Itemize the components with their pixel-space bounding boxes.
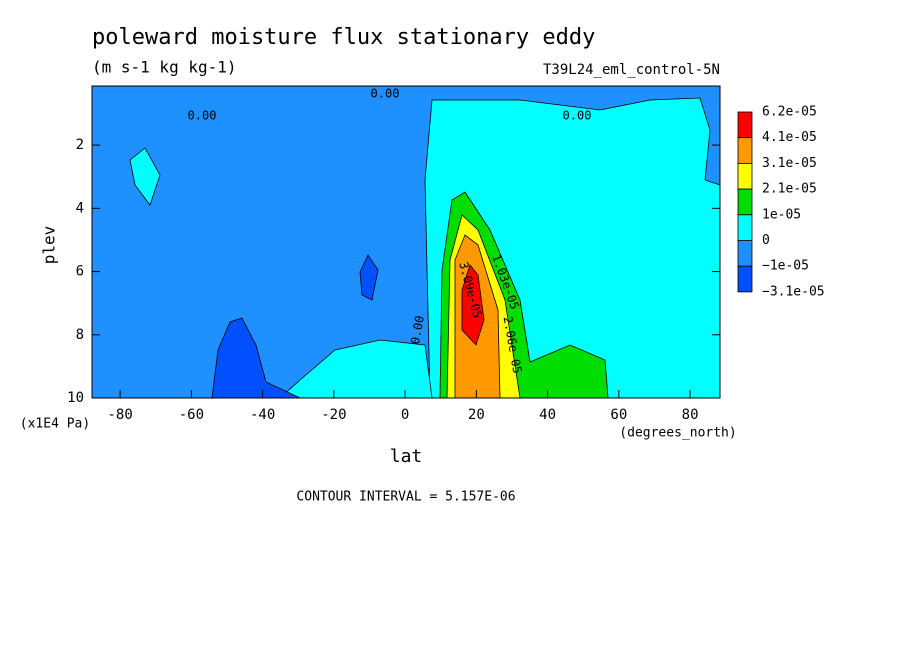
- chart-title: poleward moisture flux stationary eddy: [92, 25, 595, 50]
- colorbar-label: −1e-05: [762, 259, 809, 274]
- contour-label: 0.00: [371, 87, 400, 101]
- x-tick-label: 0: [401, 407, 409, 423]
- colorbar-box: [737, 162, 753, 190]
- chart-subtitle: (m s-1 kg kg-1): [92, 58, 237, 77]
- y-tick-label: 8: [76, 327, 84, 343]
- contour-fill: [211, 317, 301, 399]
- colorbar-label: −3.1e-05: [762, 284, 825, 299]
- colorbar-label: 3.1e-05: [762, 156, 817, 171]
- x-axis-unit: (degrees_north): [619, 426, 736, 441]
- colorbar-label: 0: [762, 233, 770, 248]
- note: CONTOUR INTERVAL = 5.157E-06: [296, 490, 515, 505]
- colorbar-label: 4.1e-05: [762, 130, 817, 145]
- y-tick-label: 2: [76, 137, 84, 153]
- y-tick-label: 6: [76, 264, 84, 280]
- colorbar-box: [737, 240, 753, 267]
- colorbar-box: [737, 265, 753, 293]
- x-tick-label: -80: [107, 407, 132, 423]
- colorbar-label: 6.2e-05: [762, 105, 817, 120]
- x-axis-label: lat: [390, 446, 423, 467]
- x-tick-label: 80: [682, 407, 699, 423]
- y-tick-label: 4: [76, 200, 84, 216]
- contour-fill: [359, 254, 379, 301]
- contour-fill: [461, 264, 485, 346]
- colorbar-label: 2.1e-05: [762, 182, 817, 197]
- colorbar-box: [737, 111, 753, 139]
- contour-label: 0.00: [563, 109, 592, 123]
- plot-frame: [91, 85, 721, 399]
- colorbar-box: [737, 214, 753, 241]
- x-tick-label: 20: [468, 407, 485, 423]
- x-tick-label: 60: [610, 407, 627, 423]
- colorbar-box: [737, 137, 753, 164]
- contour-label: 0.00: [408, 314, 427, 345]
- colorbar-label: 1e-05: [762, 207, 801, 222]
- x-tick-label: -60: [179, 407, 204, 423]
- x-tick-label: -40: [250, 407, 275, 423]
- x-tick-label: 40: [539, 407, 556, 423]
- y-tick-label: 10: [67, 390, 84, 406]
- colorbar-box: [737, 188, 753, 216]
- contour-fill: [129, 147, 161, 206]
- y-axis-unit: (x1E4 Pa): [20, 417, 90, 432]
- dataset-label: T39L24_eml_control-5N: [543, 62, 720, 78]
- x-tick-label: -20: [321, 407, 346, 423]
- y-axis-label: plev: [40, 226, 59, 265]
- contour-label: 0.00: [188, 109, 217, 123]
